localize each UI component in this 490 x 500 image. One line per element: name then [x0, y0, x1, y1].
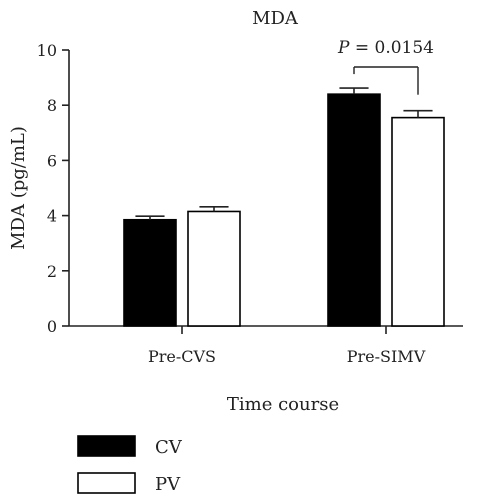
y-tick-label: 8: [47, 96, 57, 115]
bar-pv-pre-simv: [391, 116, 445, 327]
x-tick-label: Pre-SIMV: [347, 347, 426, 366]
legend-label-pv: PV: [155, 474, 181, 495]
y-tick-label: 10: [37, 41, 57, 60]
chart-title: MDA: [252, 8, 299, 29]
bar-pv-pre-cvs: [187, 210, 241, 327]
y-tick-label: 6: [47, 151, 57, 170]
bar-cv-pre-cvs: [123, 218, 177, 327]
y-axis-title: MDA (pg/mL): [8, 126, 29, 250]
bar-cv-pre-simv: [327, 93, 381, 327]
legend-swatch-cv: [77, 435, 136, 457]
p-value-annotation: P = 0.0154: [337, 38, 434, 58]
legend-label-cv: CV: [155, 437, 183, 458]
y-tick-label: 2: [47, 262, 57, 281]
x-axis-title: Time course: [227, 394, 339, 415]
legend-swatch-pv: [77, 472, 136, 494]
y-tick-label: 4: [47, 207, 57, 226]
y-tick-label: 0: [47, 317, 57, 336]
x-tick-label: Pre-CVS: [148, 347, 216, 366]
